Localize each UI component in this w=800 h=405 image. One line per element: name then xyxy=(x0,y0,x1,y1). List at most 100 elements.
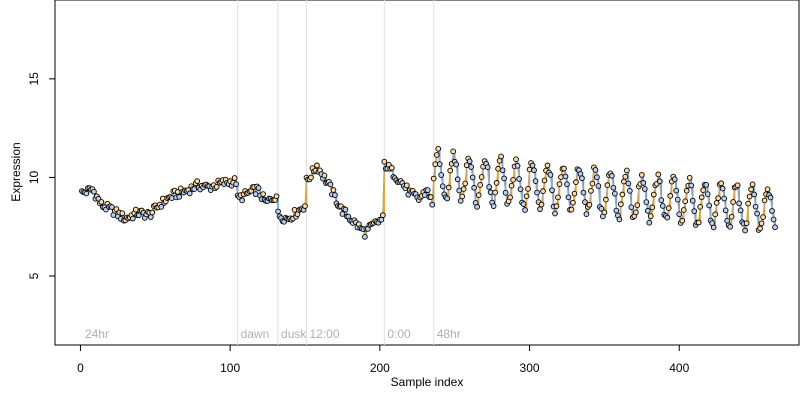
data-point xyxy=(534,189,540,196)
data-point xyxy=(553,203,560,210)
data-point xyxy=(91,188,97,195)
data-point xyxy=(628,204,635,211)
y-axis-label: Expression xyxy=(9,142,23,201)
data-point xyxy=(570,199,576,206)
data-point xyxy=(379,212,386,219)
data-point xyxy=(330,187,337,193)
data-point xyxy=(571,190,578,197)
data-point xyxy=(552,210,558,217)
data-point xyxy=(403,182,410,189)
data-point xyxy=(580,189,587,196)
data-point xyxy=(493,180,500,186)
data-point xyxy=(555,194,561,201)
data-point xyxy=(749,181,756,188)
data-point xyxy=(430,175,437,182)
data-point xyxy=(582,199,588,205)
data-point xyxy=(450,148,457,155)
data-point xyxy=(601,209,608,216)
data-point xyxy=(758,220,765,227)
data-point xyxy=(695,219,702,226)
data-point xyxy=(592,167,599,173)
data-point xyxy=(655,171,662,178)
data-point xyxy=(498,153,504,160)
data-point xyxy=(477,182,483,188)
data-point xyxy=(499,167,506,174)
divider-label: dusk xyxy=(281,327,307,341)
data-point xyxy=(665,205,672,212)
data-point xyxy=(609,172,615,179)
data-point xyxy=(760,214,766,220)
data-point xyxy=(507,194,513,201)
data-point xyxy=(721,195,728,202)
data-point xyxy=(646,219,653,226)
x-axis-label: Sample index xyxy=(391,375,464,389)
data-point xyxy=(424,187,431,193)
data-point xyxy=(588,187,594,194)
data-point xyxy=(314,162,320,169)
points-layer xyxy=(79,145,778,240)
data-point xyxy=(752,203,759,210)
data-point xyxy=(688,182,695,189)
data-point xyxy=(523,193,530,200)
data-point xyxy=(186,190,193,197)
data-point xyxy=(537,206,543,213)
data-point xyxy=(757,225,763,232)
data-point xyxy=(671,176,678,183)
data-point xyxy=(429,201,436,208)
data-point xyxy=(119,210,126,217)
data-point xyxy=(302,203,308,209)
data-point xyxy=(421,192,428,198)
data-point xyxy=(641,186,648,192)
data-point xyxy=(438,172,445,178)
data-point xyxy=(767,194,774,201)
data-point xyxy=(610,184,617,191)
data-point xyxy=(722,207,729,214)
data-point xyxy=(109,204,115,210)
data-point xyxy=(454,176,461,183)
data-point xyxy=(649,204,656,211)
data-point xyxy=(683,187,690,194)
data-point xyxy=(260,191,266,197)
data-point xyxy=(583,211,590,217)
data-point xyxy=(706,202,713,209)
data-point xyxy=(604,182,611,189)
data-point xyxy=(339,211,346,217)
plot-frame xyxy=(54,0,800,346)
data-point xyxy=(619,191,626,198)
data-point xyxy=(538,201,545,208)
data-point xyxy=(447,167,454,174)
data-point xyxy=(703,181,710,188)
x-tick-label: 400 xyxy=(669,361,689,375)
data-point xyxy=(332,192,338,198)
data-point xyxy=(586,201,593,208)
data-point xyxy=(594,174,600,181)
data-point xyxy=(475,192,482,198)
data-point xyxy=(659,203,666,209)
data-point xyxy=(327,181,334,188)
data-point xyxy=(561,165,567,172)
data-point xyxy=(562,173,569,180)
data-point xyxy=(525,186,531,192)
data-point xyxy=(697,203,704,210)
data-point xyxy=(647,213,654,219)
data-point xyxy=(623,167,630,174)
data-point xyxy=(595,183,602,189)
x-tick-label: 300 xyxy=(520,361,540,375)
data-point xyxy=(700,187,707,193)
divider-label: dawn xyxy=(241,327,270,341)
data-point xyxy=(478,174,485,180)
data-point xyxy=(444,195,451,202)
data-point xyxy=(573,179,579,185)
data-point xyxy=(113,206,120,212)
data-point xyxy=(556,181,563,187)
corner-label: 24hr xyxy=(85,327,109,341)
data-point xyxy=(704,191,711,197)
data-point xyxy=(176,194,183,200)
data-point xyxy=(679,217,686,224)
data-point xyxy=(664,214,671,221)
data-point xyxy=(632,209,639,216)
data-point xyxy=(674,196,681,203)
data-point xyxy=(427,194,434,200)
data-point xyxy=(680,207,687,213)
